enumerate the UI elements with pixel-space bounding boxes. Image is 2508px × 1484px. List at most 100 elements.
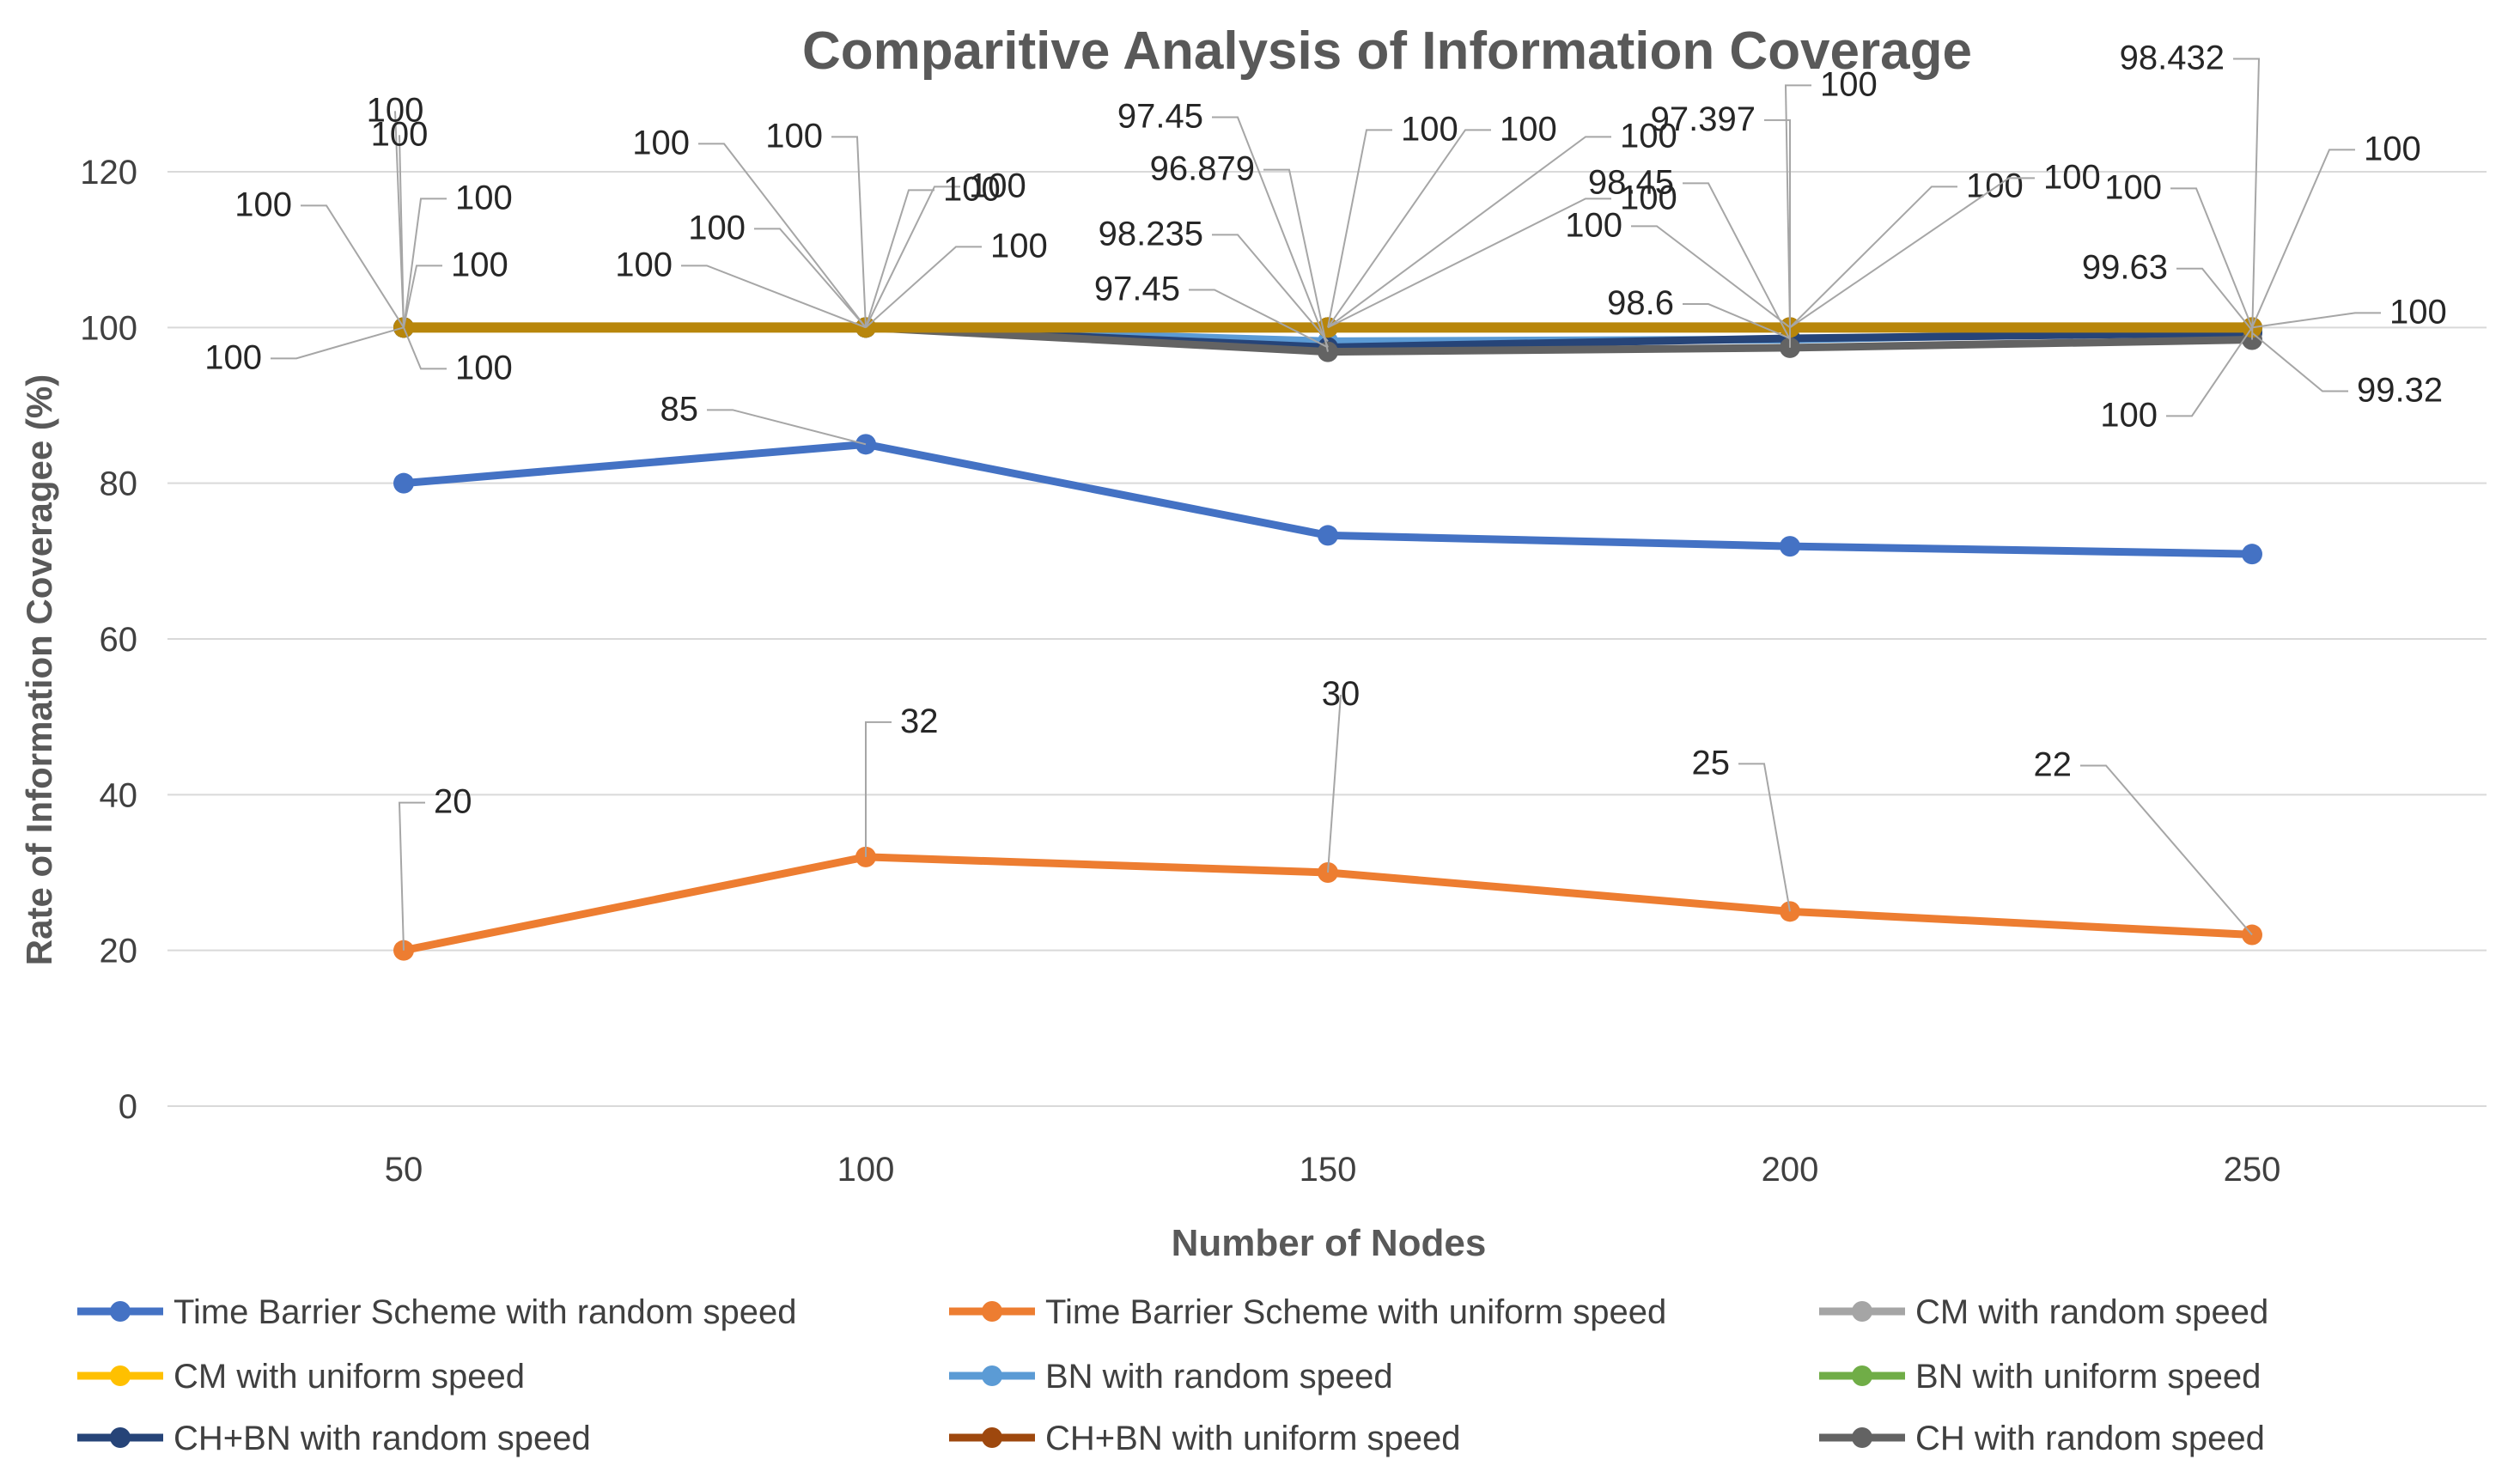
data-label: 100 xyxy=(1565,206,1791,329)
leader-line xyxy=(754,228,867,328)
data-label-text: 100 xyxy=(1966,167,2024,204)
x-tick-label: 250 xyxy=(2224,1151,2281,1189)
data-label-text: 100 xyxy=(1820,65,1878,103)
data-label-text: 100 xyxy=(2100,396,2158,434)
data-label-text: 98.235 xyxy=(1099,215,1203,252)
data-label: 100 xyxy=(1784,65,1878,328)
data-label: 100 xyxy=(865,170,1001,328)
data-label: 100 xyxy=(865,167,1026,328)
data-label: 100 xyxy=(234,186,405,328)
data-label: 100 xyxy=(632,124,867,328)
data-label: 100 xyxy=(865,227,1048,329)
data-label-text: 100 xyxy=(1401,110,1458,148)
leader-line xyxy=(831,136,867,328)
data-label-text: 100 xyxy=(455,179,513,216)
leader-line xyxy=(2080,764,2253,936)
data-label-text: 98.432 xyxy=(2120,40,2225,77)
data-label-text: 100 xyxy=(1565,206,1622,244)
data-label-text: 100 xyxy=(2389,293,2447,331)
data-label-text: 100 xyxy=(969,167,1026,204)
legend-label: Time Barrier Scheme with random speed xyxy=(173,1293,796,1331)
y-axis-title: Rate of Information Coverageе (%) xyxy=(19,374,59,965)
leader-line xyxy=(403,326,447,370)
data-label: 20 xyxy=(398,783,472,951)
data-label-text: 32 xyxy=(900,702,939,740)
data-label-text: 100 xyxy=(765,117,823,155)
data-label: 100 xyxy=(403,326,513,386)
data-label: 32 xyxy=(865,702,939,857)
y-tick-label: 20 xyxy=(100,933,138,970)
legend-item: Time Barrier Scheme with random speed xyxy=(77,1293,796,1331)
data-label-text: 99.32 xyxy=(2357,371,2443,409)
leader-line xyxy=(403,265,442,328)
data-label: 100 xyxy=(1327,179,1677,329)
data-label: 85 xyxy=(660,390,867,446)
data-label-text: 100 xyxy=(455,349,513,386)
y-tick-label: 100 xyxy=(80,309,137,347)
leader-line xyxy=(403,198,447,328)
leader-line xyxy=(1789,177,2035,329)
data-label: 98.6 xyxy=(1607,284,1791,339)
legend-label: BN with random speed xyxy=(1045,1358,1393,1396)
data-label-text: 100 xyxy=(990,227,1048,265)
data-label: 100 xyxy=(1789,158,2101,329)
data-label: 99.32 xyxy=(2251,331,2443,409)
data-label: 100 xyxy=(204,326,405,376)
data-label: 100 xyxy=(371,115,429,328)
data-label: 100 xyxy=(765,117,867,328)
data-label-text: 100 xyxy=(2043,158,2101,196)
legend-label: BN with uniform speed xyxy=(1915,1358,2261,1396)
legend-label: CM with uniform speed xyxy=(173,1358,525,1396)
data-label-text: 30 xyxy=(1322,675,1361,713)
data-label: 100 xyxy=(367,91,423,328)
legend-label: CH+BN with random speed xyxy=(173,1420,591,1457)
data-label-text: 99.63 xyxy=(2082,249,2168,287)
x-tick-label: 50 xyxy=(385,1151,423,1189)
data-label: 25 xyxy=(1692,744,1791,912)
x-tick-label: 100 xyxy=(837,1151,895,1189)
data-label-text: 100 xyxy=(688,209,746,246)
leader-line xyxy=(865,721,892,857)
leader-line xyxy=(1327,129,1392,328)
leader-line xyxy=(1327,198,1611,329)
data-label: 97.45 xyxy=(1117,97,1329,348)
data-label-text: 100 xyxy=(1620,179,1677,216)
y-axis-ticks: 0 20 40 60 80 100 120 xyxy=(80,154,137,1126)
leader-line xyxy=(1327,136,1611,329)
y-tick-label: 120 xyxy=(80,154,137,192)
leader-line xyxy=(1683,182,1791,340)
legend-item: BN with uniform speed xyxy=(1819,1358,2261,1396)
leader-line xyxy=(1784,84,1811,328)
x-tick-label: 150 xyxy=(1300,1151,1357,1189)
legend-marker xyxy=(110,1301,131,1322)
leader-line xyxy=(681,265,867,329)
y-tick-label: 60 xyxy=(100,621,138,659)
leader-line xyxy=(1189,289,1329,349)
data-label-text: 100 xyxy=(451,246,508,283)
legend-marker xyxy=(982,1427,1002,1448)
data-label: 100 xyxy=(1789,167,2024,329)
leader-line xyxy=(1683,303,1791,339)
data-label-text: 25 xyxy=(1692,744,1731,782)
data-label: 98.45 xyxy=(1588,163,1791,340)
data-label: 100 xyxy=(615,246,867,329)
data-label-text: 100 xyxy=(371,115,429,153)
data-label: 98.432 xyxy=(2120,40,2261,340)
data-label: 100 xyxy=(403,179,513,328)
leader-line xyxy=(2233,58,2261,340)
leader-line xyxy=(1764,119,1791,348)
legend-item: CH with random speed xyxy=(1819,1420,2265,1457)
legend-marker xyxy=(110,1427,131,1448)
data-point xyxy=(2242,544,2262,565)
data-label-text: 100 xyxy=(2364,130,2421,167)
data-label-text: 100 xyxy=(632,124,690,161)
leader-line xyxy=(2251,149,2355,328)
leader-line xyxy=(1738,763,1791,912)
data-label: 96.879 xyxy=(1150,150,1329,352)
data-label: 100 xyxy=(1327,117,1677,329)
data-label-text: 85 xyxy=(660,390,699,428)
data-label: 99.63 xyxy=(2082,249,2253,331)
data-label: 100 xyxy=(403,246,508,328)
data-label: 97.45 xyxy=(1094,270,1329,349)
